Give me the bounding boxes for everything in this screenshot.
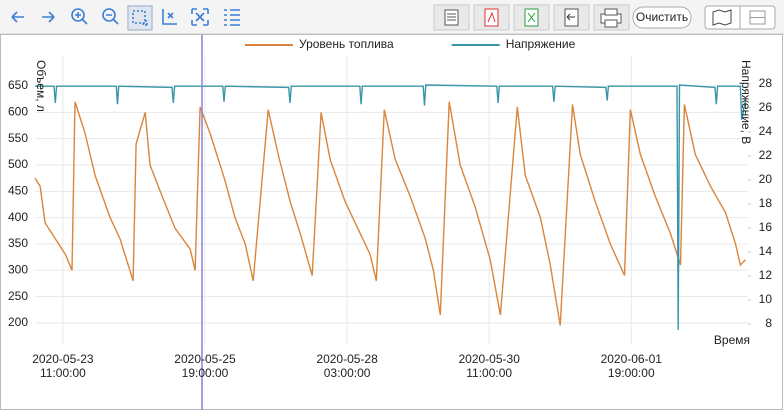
select-zoom-button[interactable] — [127, 5, 153, 31]
y2-tick-label: 10 — [759, 292, 773, 306]
clear-button[interactable] — [632, 6, 692, 29]
select-zoom-icon — [132, 10, 150, 28]
x-tick-label: 2020-05-25 19:00:00 — [174, 352, 236, 380]
y-tick-label: 550 — [8, 131, 28, 145]
y-tick-label: 600 — [8, 105, 28, 119]
zoom-out-button[interactable] — [102, 8, 119, 25]
x-tick-label: 2020-05-23 11:00:00 — [32, 352, 94, 380]
y2-tick-label: 20 — [759, 172, 773, 186]
x-tick-label: 2020-05-30 11:00:00 — [458, 352, 520, 380]
y2-tick-label: 8 — [765, 316, 772, 330]
y-tick-label: 250 — [8, 289, 28, 303]
y2-tick-label: 24 — [759, 124, 773, 138]
x-axis-title: Время — [714, 333, 750, 347]
forward-button[interactable] — [42, 11, 55, 23]
toolbar-right: Очистить — [433, 4, 776, 31]
series-line — [35, 84, 747, 331]
back-button[interactable] — [11, 11, 24, 23]
legend-label: Напряжение — [506, 37, 576, 51]
y-tick-label: 400 — [8, 210, 28, 224]
y-tick-label: 500 — [8, 157, 28, 171]
y-tick-label: 200 — [8, 315, 28, 329]
y2-tick-label: 14 — [759, 244, 773, 258]
y2-tick-label: 12 — [759, 268, 773, 282]
y-tick-label: 450 — [8, 183, 28, 197]
y2-tick-label: 22 — [759, 148, 773, 162]
x-tick-label: 2020-06-01 19:00:00 — [600, 352, 662, 380]
series-list-button[interactable] — [224, 9, 240, 26]
y2-tick-label: 16 — [759, 220, 773, 234]
y-tick-label: 650 — [8, 78, 28, 92]
y-tick-label: 350 — [8, 236, 28, 250]
y2-tick-label: 18 — [759, 196, 773, 210]
series-line — [34, 101, 747, 326]
toolbar-icons — [11, 5, 240, 31]
legend-label: Уровень топлива — [299, 37, 394, 51]
x-tick-label: 2020-05-28 03:00:00 — [316, 352, 378, 380]
reset-zoom-button[interactable] — [191, 8, 209, 26]
y-axis-title: Объем, л — [34, 60, 48, 112]
clear-button-label: Очистить — [636, 10, 688, 24]
y2-axis-title: Напряжение, В — [739, 60, 753, 144]
zoom-in-button[interactable] — [71, 8, 88, 25]
y2-tick-label: 26 — [759, 100, 773, 114]
y2-tick-label: 28 — [759, 76, 773, 90]
zoom-x-button[interactable] — [162, 9, 177, 25]
y-tick-label: 300 — [8, 262, 28, 276]
